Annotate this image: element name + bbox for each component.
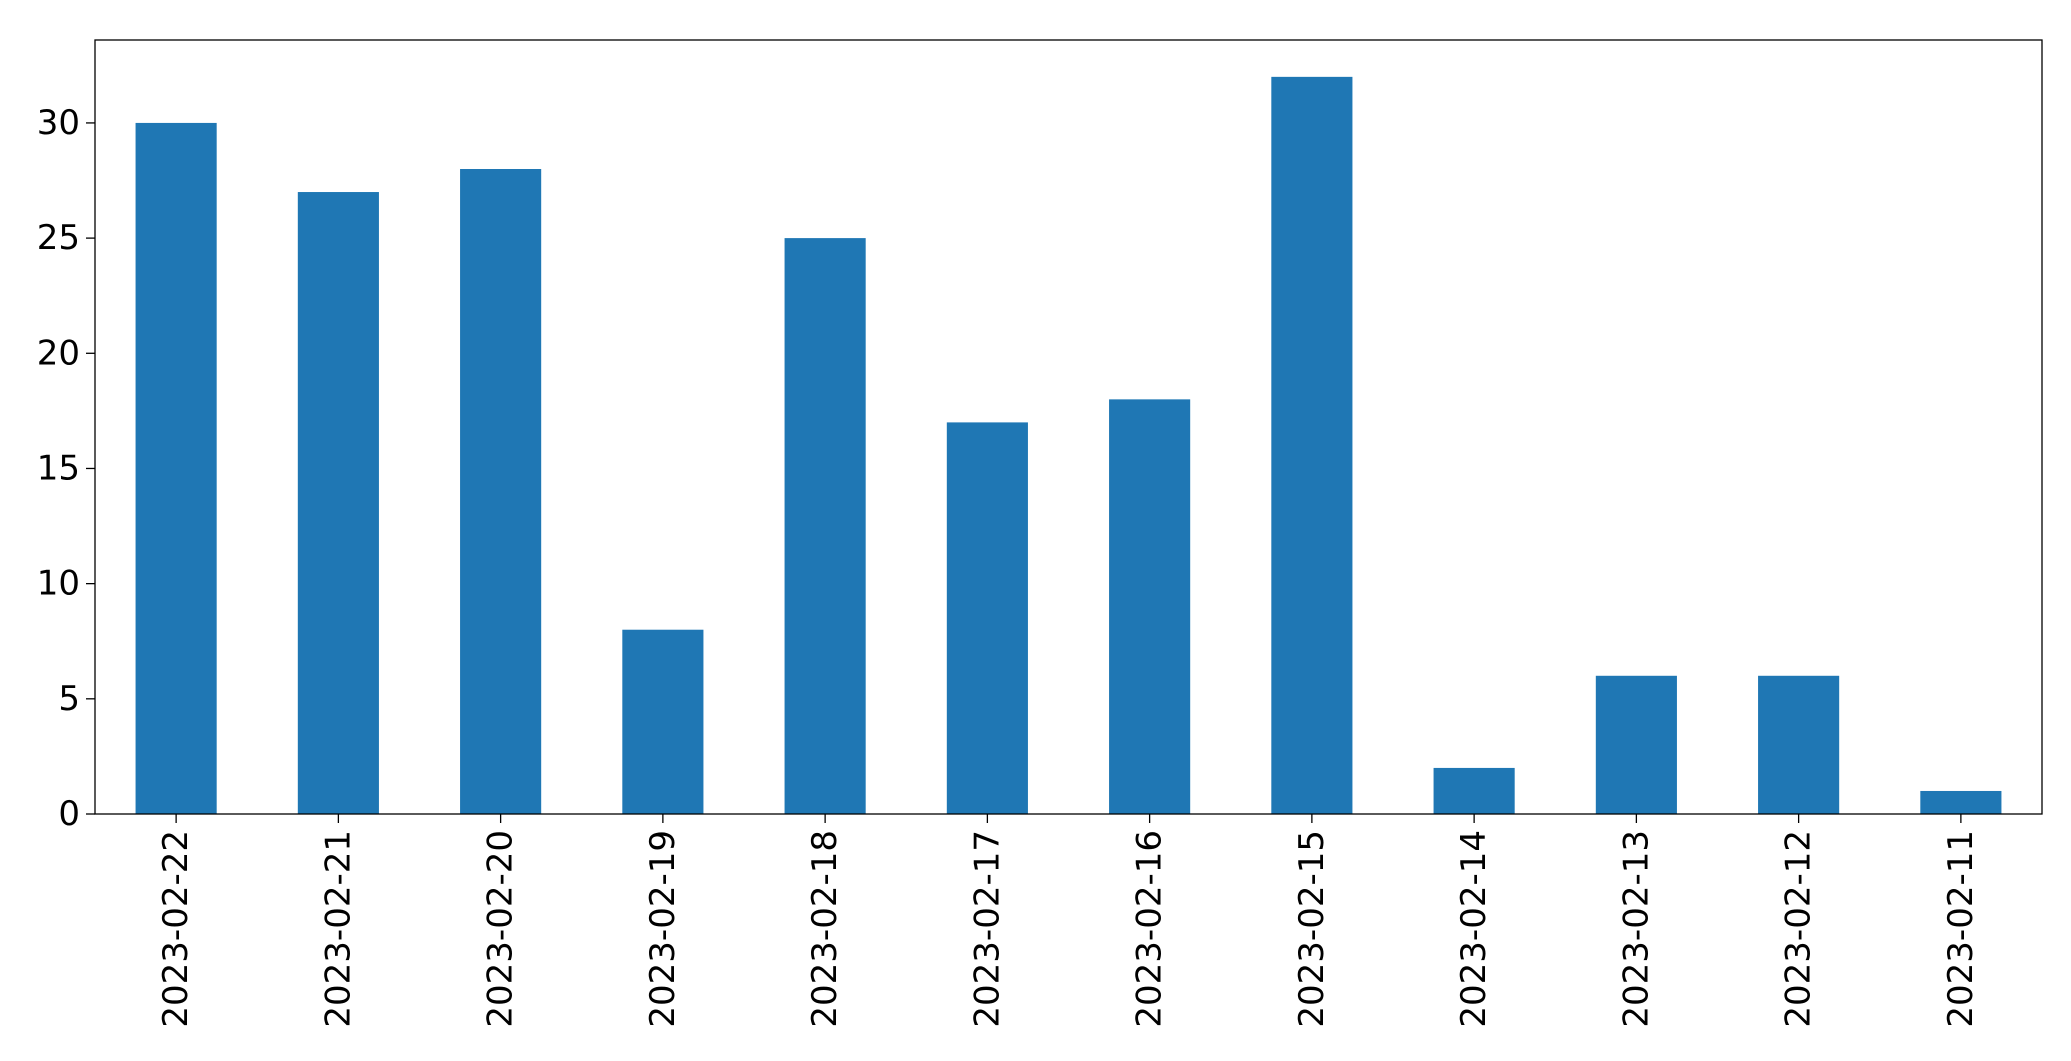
bar-2023-02-22 bbox=[135, 122, 217, 814]
x-tick-label: 2023-02-18 bbox=[805, 830, 845, 1028]
x-tick-label: 2023-02-15 bbox=[1292, 830, 1332, 1028]
y-tick-label: 0 bbox=[58, 794, 80, 834]
x-tick-label: 2023-02-12 bbox=[1779, 830, 1819, 1028]
bar-2023-02-11 bbox=[1920, 790, 2002, 814]
y-tick-label: 5 bbox=[58, 679, 80, 719]
bar-2023-02-19 bbox=[622, 629, 704, 814]
x-tick-label: 2023-02-13 bbox=[1616, 830, 1656, 1028]
x-tick-label: 2023-02-20 bbox=[481, 830, 521, 1028]
x-axis: 2023-02-22 2023-02-21 2023-02-20 2023-02-19… bbox=[156, 814, 1981, 1028]
bar-2023-02-17 bbox=[946, 422, 1028, 814]
y-tick-label: 10 bbox=[37, 564, 80, 604]
bar-2023-02-20 bbox=[460, 169, 542, 814]
y-tick-label: 30 bbox=[37, 103, 80, 143]
y-tick-label: 25 bbox=[37, 218, 80, 258]
bar-2023-02-18 bbox=[784, 238, 866, 814]
y-axis: 0 5 10 15 20 25 30 bbox=[37, 103, 95, 834]
x-tick-label: 2023-02-16 bbox=[1130, 830, 1170, 1028]
y-tick-label: 15 bbox=[37, 448, 80, 488]
bar-2023-02-14 bbox=[1433, 767, 1515, 814]
bar-2023-02-15 bbox=[1271, 76, 1353, 815]
x-tick-label: 2023-02-17 bbox=[967, 830, 1007, 1028]
y-tick-label: 20 bbox=[37, 333, 80, 373]
bar-2023-02-13 bbox=[1595, 675, 1677, 814]
x-tick-label: 2023-02-22 bbox=[156, 830, 196, 1028]
bar-2023-02-21 bbox=[297, 192, 379, 815]
x-tick-label: 2023-02-14 bbox=[1454, 830, 1494, 1028]
x-tick-label: 2023-02-21 bbox=[318, 830, 358, 1028]
bar-2023-02-16 bbox=[1109, 399, 1191, 814]
x-tick-label: 2023-02-11 bbox=[1941, 830, 1981, 1028]
x-tick-label: 2023-02-19 bbox=[643, 830, 683, 1028]
axes-frame bbox=[94, 39, 2043, 815]
bars-group bbox=[135, 76, 2002, 815]
bar-2023-02-12 bbox=[1758, 675, 1840, 814]
